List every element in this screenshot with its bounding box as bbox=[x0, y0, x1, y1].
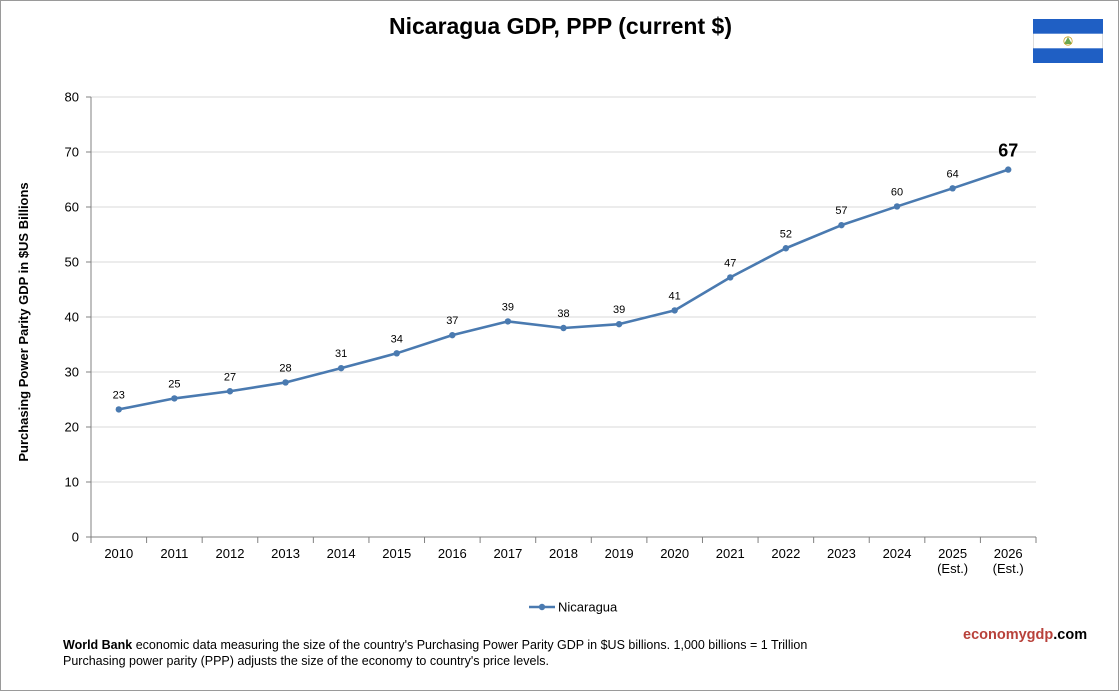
data-label: 25 bbox=[168, 378, 180, 390]
x-tick-label: 2010 bbox=[104, 546, 133, 561]
y-tick-label: 20 bbox=[65, 420, 79, 435]
data-label: 64 bbox=[946, 168, 958, 180]
data-label: 23 bbox=[113, 389, 125, 401]
data-label: 41 bbox=[669, 290, 681, 302]
data-label: 39 bbox=[502, 301, 514, 313]
x-tick-label: 2016 bbox=[438, 546, 467, 561]
data-point bbox=[727, 274, 734, 281]
data-label: 34 bbox=[391, 333, 403, 345]
x-tick-label: 2017 bbox=[493, 546, 522, 561]
legend-marker bbox=[538, 603, 546, 611]
data-label: 31 bbox=[335, 348, 347, 360]
data-label: 57 bbox=[835, 205, 847, 217]
data-point bbox=[504, 318, 512, 325]
y-tick-label: 0 bbox=[72, 530, 79, 545]
data-point bbox=[893, 203, 901, 210]
x-tick-label: 2021 bbox=[716, 546, 745, 561]
y-axis-title: Purchasing Power Parity GDP in $US Billi… bbox=[16, 182, 31, 461]
data-label-highlight: 67 bbox=[998, 141, 1018, 161]
footer-source: World Bank bbox=[63, 638, 133, 652]
brand-logo[interactable]: economygdp.com bbox=[963, 627, 1087, 643]
y-tick-label: 60 bbox=[65, 200, 79, 215]
data-label: 27 bbox=[224, 371, 236, 383]
series-line-nicaragua bbox=[118, 168, 1009, 411]
chart-title: Nicaragua GDP, PPP (current $) bbox=[388, 13, 732, 39]
y-tick-label: 10 bbox=[65, 475, 79, 490]
footer-line2: Purchasing power parity (PPP) adjusts th… bbox=[63, 654, 549, 668]
y-tick-label: 40 bbox=[65, 310, 79, 325]
data-label: 28 bbox=[279, 362, 291, 374]
x-tick-label: 2022 bbox=[771, 546, 800, 561]
data-point bbox=[782, 245, 790, 252]
data-point bbox=[337, 364, 345, 372]
x-tick-label: 2013 bbox=[271, 546, 300, 561]
data-point bbox=[671, 307, 678, 314]
y-tick-label: 30 bbox=[65, 365, 79, 380]
x-tick-label: 2026 (Est.) bbox=[993, 546, 1024, 576]
x-tick-label: 2015 bbox=[382, 546, 411, 561]
data-point bbox=[171, 395, 178, 402]
data-point bbox=[393, 350, 400, 357]
x-tick-label: 2014 bbox=[327, 546, 356, 561]
x-tick-label: 2020 bbox=[660, 546, 689, 561]
x-tick-label: 2019 bbox=[605, 546, 634, 561]
data-label: 60 bbox=[891, 186, 903, 198]
data-label: 38 bbox=[557, 308, 569, 320]
data-point bbox=[560, 324, 567, 332]
data-point bbox=[226, 388, 234, 395]
y-tick-label: 80 bbox=[65, 90, 79, 105]
data-point bbox=[1005, 166, 1012, 173]
y-tick-label: 70 bbox=[65, 145, 79, 160]
legend-label: Nicaragua bbox=[558, 600, 618, 615]
brand-part2: gdp bbox=[1026, 627, 1054, 643]
brand-part3: .com bbox=[1053, 627, 1088, 643]
x-tick-label: 2012 bbox=[216, 546, 245, 561]
brand-part1: economy bbox=[963, 627, 1027, 643]
data-point bbox=[449, 331, 456, 339]
data-label: 47 bbox=[724, 257, 736, 269]
data-label: 39 bbox=[613, 304, 625, 316]
data-point bbox=[115, 406, 122, 413]
data-label: 52 bbox=[780, 228, 792, 240]
data-label: 37 bbox=[446, 315, 458, 327]
chart-footnote: World Bank economic data measuring the s… bbox=[63, 637, 807, 669]
nicaragua-flag-icon bbox=[1033, 19, 1103, 63]
data-point bbox=[282, 379, 289, 386]
data-point bbox=[615, 320, 623, 328]
x-tick-label: 2023 bbox=[827, 546, 856, 561]
footer-line1: economic data measuring the size of the … bbox=[132, 638, 808, 652]
y-tick-label: 50 bbox=[65, 255, 79, 270]
data-point bbox=[949, 185, 956, 192]
x-tick-label: 2025 (Est.) bbox=[937, 546, 968, 576]
data-point bbox=[838, 221, 845, 229]
x-tick-label: 2011 bbox=[160, 546, 188, 561]
x-tick-label: 2018 bbox=[549, 546, 578, 561]
x-tick-label: 2024 bbox=[883, 546, 912, 561]
